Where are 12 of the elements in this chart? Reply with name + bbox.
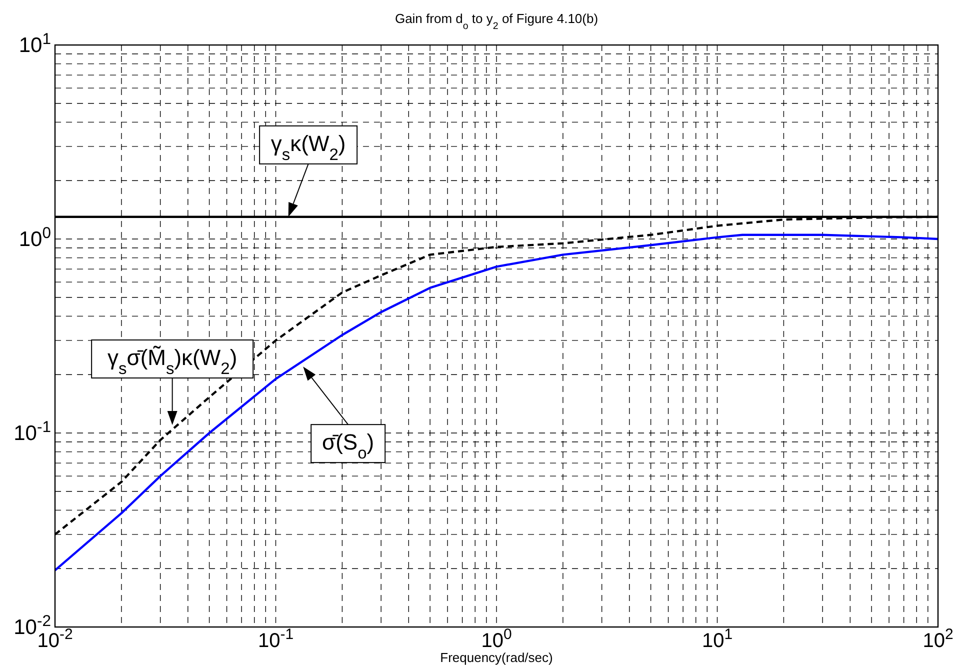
x-tick-label: 10$^{-1}$ [258, 626, 294, 652]
y-tick-label: 10$^{1}$ [18, 30, 51, 57]
x-axis-title: Frequency(rad/sec) [440, 650, 553, 665]
x-tick-label: 10$^{2}$ [922, 626, 954, 652]
x-tick-label: 10$^{1}$ [702, 626, 733, 652]
annotation: γ$_{s}$σ̄(M̃$_{s}$)κ(W$_{2}$) [107, 344, 238, 378]
annotation: σ̄(S$_{o}$) [322, 430, 374, 463]
y-tick-label: 10$^{0}$ [18, 224, 52, 251]
y-tick-label: 10$^{-1}$ [14, 418, 51, 445]
annotation: γ$_{s}$κ(W$_{2}$) [270, 130, 346, 164]
chart-title: Gain from d$_{o}$ to y$_{2}$ of Figure 4.10(b) [394, 11, 598, 32]
x-tick-label: 10$^{0}$ [481, 626, 512, 652]
